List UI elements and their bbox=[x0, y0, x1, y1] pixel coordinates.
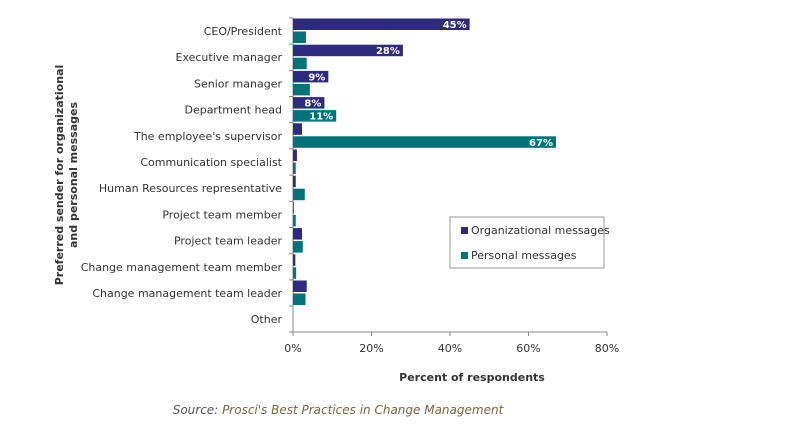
data-label: 11% bbox=[309, 112, 333, 123]
data-label: 67% bbox=[529, 138, 553, 149]
bar-organizational bbox=[293, 228, 303, 240]
x-tick-label: 60% bbox=[516, 342, 540, 355]
bar-personal bbox=[293, 57, 307, 70]
legend-box bbox=[449, 216, 605, 269]
category-label: Communication specialist bbox=[140, 156, 282, 169]
data-label: 28% bbox=[376, 46, 400, 57]
legend-swatch bbox=[461, 252, 468, 259]
category-label: Human Resources representative bbox=[99, 182, 282, 195]
bar-personal bbox=[293, 31, 306, 43]
bar-personal bbox=[293, 136, 556, 148]
bar-organizational bbox=[293, 44, 403, 57]
category-label: Change management team leader bbox=[92, 287, 282, 300]
x-axis-title: Percent of respondents bbox=[399, 371, 545, 384]
category-label: Executive manager bbox=[176, 51, 283, 64]
category-label: Senior manager bbox=[194, 77, 282, 90]
category-label: CEO/President bbox=[204, 25, 283, 38]
legend-label: Organizational messages bbox=[471, 224, 610, 237]
bar-personal bbox=[293, 241, 303, 253]
bar-organizational bbox=[293, 201, 294, 214]
bar-organizational bbox=[293, 175, 296, 188]
x-tick-label: 20% bbox=[359, 342, 383, 355]
x-tick-label: 40% bbox=[438, 342, 462, 355]
bar-organizational bbox=[293, 254, 296, 266]
bar-personal bbox=[293, 293, 306, 305]
bar-personal bbox=[293, 214, 296, 227]
bar-organizational bbox=[293, 149, 297, 161]
data-label: 9% bbox=[308, 72, 325, 83]
legend-swatch bbox=[461, 227, 468, 234]
data-label: 8% bbox=[304, 99, 321, 110]
bar-personal bbox=[293, 188, 305, 201]
legend-label: Personal messages bbox=[471, 249, 577, 262]
bar-organizational bbox=[293, 70, 329, 83]
category-label: Project team leader bbox=[174, 235, 282, 248]
bar-organizational bbox=[293, 18, 470, 30]
x-tick-label: 0% bbox=[284, 342, 301, 355]
y-axis-title: Preferred sender for organizationaland p… bbox=[53, 65, 80, 286]
bar-organizational bbox=[293, 280, 307, 292]
category-label: Project team member bbox=[162, 208, 282, 221]
category-label: The employee's supervisor bbox=[133, 130, 283, 143]
data-label: 45% bbox=[443, 20, 467, 31]
bar-personal bbox=[293, 267, 297, 279]
bar-organizational bbox=[293, 97, 325, 109]
source-title: Prosci's Best Practices in Change Manage… bbox=[222, 403, 504, 417]
category-label: Other bbox=[251, 313, 283, 326]
bar-organizational bbox=[293, 123, 303, 135]
bar-chart: 0% 20% 40% 60% 80% CEO/President 45% Executive … bbox=[53, 17, 619, 384]
bar-personal bbox=[293, 110, 337, 122]
source-label: Source: bbox=[172, 403, 219, 417]
bar-personal bbox=[293, 83, 310, 96]
bar-personal bbox=[293, 162, 296, 174]
category-label: Department head bbox=[184, 104, 282, 117]
source-note: Source: Prosci's Best Practices in Chang… bbox=[0, 403, 676, 417]
x-tick-label: 80% bbox=[595, 342, 619, 355]
category-label: Change management team member bbox=[81, 261, 283, 274]
